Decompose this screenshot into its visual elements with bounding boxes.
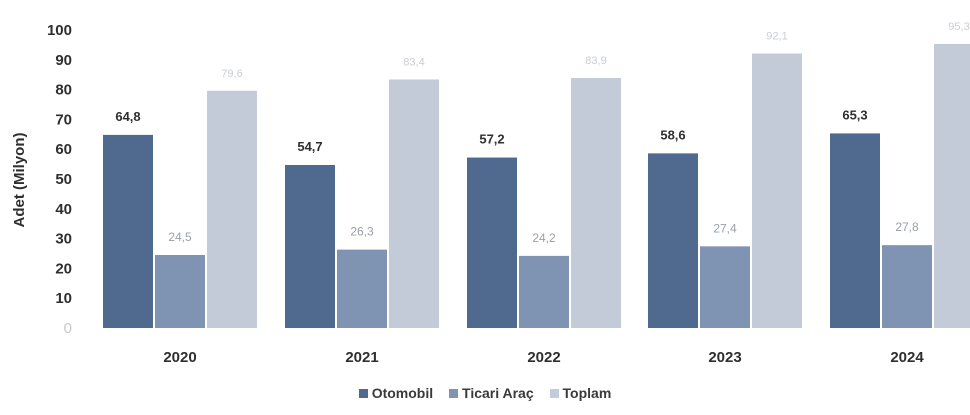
data-label: 79,6	[221, 68, 242, 80]
y-tick-label: 20	[55, 260, 72, 277]
y-axis-label: Adet (Milyon)	[11, 133, 28, 228]
y-axis-title: Adet (Milyon)	[11, 133, 28, 228]
y-tick-label: 30	[55, 231, 72, 248]
bar-ticari-araç	[337, 249, 387, 328]
y-tick-label: 0	[64, 320, 72, 337]
y-tick-label: 100	[47, 22, 72, 39]
data-label: 24,2	[532, 231, 556, 245]
x-tick-label: 2024	[890, 349, 924, 366]
legend-swatch-otomobil	[358, 389, 368, 398]
data-label: 58,6	[660, 127, 685, 142]
x-tick-label: 2021	[345, 349, 378, 366]
bar-otomobil	[285, 164, 335, 328]
data-label: 83,9	[585, 55, 606, 67]
data-label: 64,8	[115, 109, 140, 124]
bar-toplam	[571, 77, 621, 328]
legend: Otomobil Ticari Araç Toplam	[0, 385, 970, 401]
y-tick-label: 70	[55, 111, 72, 128]
legend-label-toplam: Toplam	[562, 385, 612, 401]
y-tick-label: 80	[55, 82, 72, 99]
data-label: 27,4	[713, 221, 737, 235]
bar-ticari-araç	[700, 246, 750, 328]
x-axis-ticks: 2020 2021 2022 2023 2024	[163, 349, 924, 366]
data-label: 26,3	[350, 225, 374, 239]
data-label: 27,8	[895, 220, 919, 234]
y-tick-label: 50	[55, 171, 72, 188]
y-tick-label: 60	[55, 141, 72, 158]
y-tick-label: 90	[55, 52, 72, 69]
bar-toplam	[752, 53, 802, 329]
bar-otomobil	[648, 153, 698, 328]
bar-ticari-araç	[519, 255, 569, 328]
bar-otomobil	[467, 157, 517, 328]
data-label: 65,3	[842, 107, 867, 122]
legend-item-toplam: Toplam	[549, 385, 612, 401]
data-label: 92,1	[766, 31, 787, 43]
data-label: 83,4	[403, 56, 424, 68]
data-label: 95,3	[948, 21, 969, 33]
legend-label-otomobil: Otomobil	[371, 385, 434, 401]
bar-toplam	[389, 79, 439, 328]
legend-swatch-ticari-arac	[449, 389, 459, 398]
y-tick-label: 40	[55, 201, 72, 218]
x-tick-label: 2020	[163, 349, 196, 366]
legend-item-otomobil: Otomobil	[358, 385, 434, 401]
legend-item-ticari-arac: Ticari Araç	[449, 385, 534, 401]
bar-otomobil	[830, 133, 880, 328]
bar-toplam	[207, 90, 257, 329]
data-label: 57,2	[479, 132, 504, 147]
bar-ticari-araç	[155, 254, 205, 328]
bar-ticari-araç	[882, 245, 932, 328]
bar-toplam	[934, 44, 970, 328]
bars	[103, 44, 970, 329]
legend-swatch-toplam	[549, 389, 559, 398]
data-label: 54,7	[297, 139, 322, 154]
x-tick-label: 2022	[527, 349, 560, 366]
y-tick-label: 10	[55, 290, 72, 307]
data-label: 24,5	[168, 230, 192, 244]
legend-label-ticari-arac: Ticari Araç	[462, 385, 534, 401]
data-labels: 64,8 24,5 79,6 54,7 26,3 83,4 57,2 24,2 83,9 58,6…	[115, 21, 969, 245]
x-tick-label: 2023	[708, 349, 741, 366]
bar-otomobil	[103, 134, 153, 328]
